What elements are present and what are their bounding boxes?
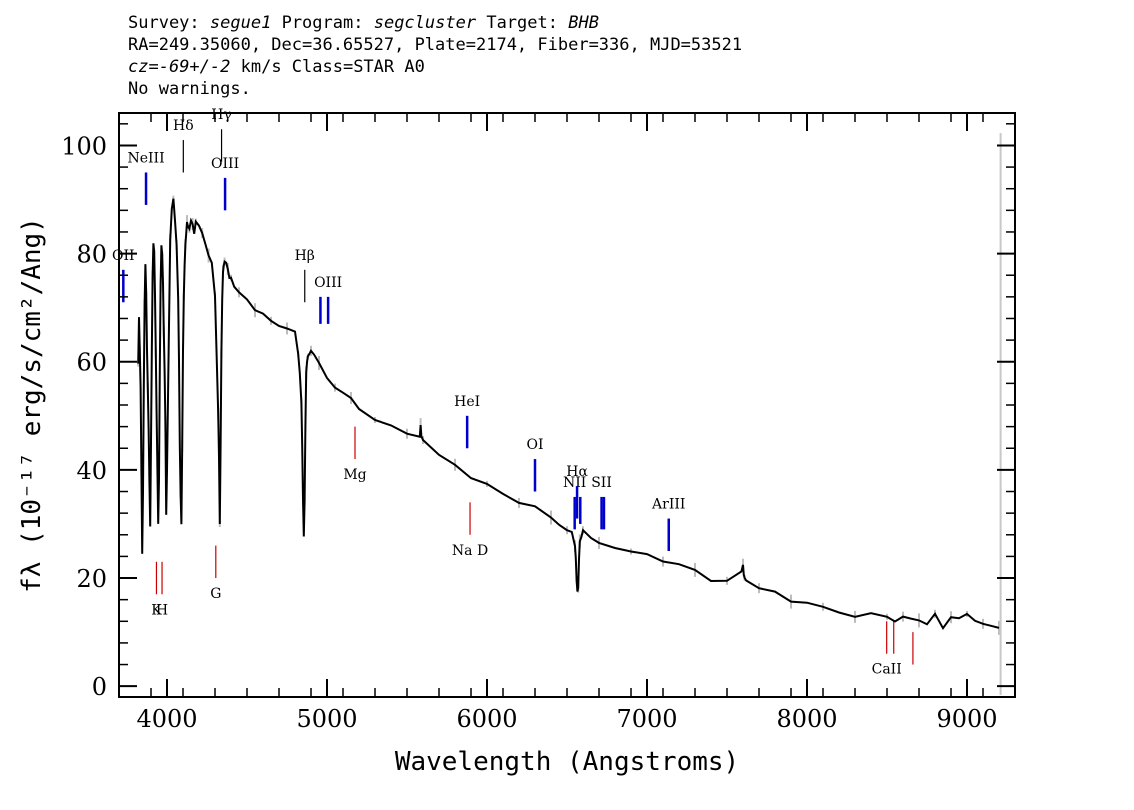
line-label-h-: Hδ <box>173 118 194 134</box>
target-value: BHB <box>568 13 599 33</box>
survey-label: Survey: <box>128 13 200 33</box>
line-label-h-: Hγ <box>211 107 232 123</box>
line-label-h: H <box>156 602 168 618</box>
spectrum-header: Survey: segue1 Program: segcluster Targe… <box>128 12 1028 100</box>
x-axis-label: Wavelength (Angstroms) <box>395 747 739 777</box>
x-tick-label: 8000 <box>776 705 837 733</box>
y-tick-label: 0 <box>92 673 107 701</box>
x-tick-label: 5000 <box>296 705 357 733</box>
survey-value: segue1 <box>209 13 272 33</box>
line-label-oi: OI <box>526 437 543 453</box>
target-label: Target: <box>486 13 558 33</box>
y-axis-label: fλ (10⁻¹⁷ erg/s/cm²/Ang) <box>17 217 47 593</box>
y-tick-label: 100 <box>61 132 107 160</box>
x-tick-label: 4000 <box>136 705 197 733</box>
line-label-hei: HeI <box>454 394 480 410</box>
line-label-k: K <box>151 602 162 618</box>
line-label-oiii: OIII <box>211 156 239 172</box>
program-value: segcluster <box>373 13 477 33</box>
program-label: Program: <box>281 13 364 33</box>
cz-value: -69+/-2 <box>158 57 231 77</box>
x-tick-label: 9000 <box>936 705 997 733</box>
x-tick-label: 7000 <box>616 705 677 733</box>
line-label-neiii: NeIII <box>127 150 164 166</box>
header-line-redshift: cz=-69+/-2 km/s Class=STAR A0 <box>128 56 1028 78</box>
line-label-na-d: Na D <box>452 543 488 559</box>
y-tick-label: 60 <box>76 349 107 377</box>
line-label-oiii: OIII <box>314 275 342 291</box>
noise-band <box>137 195 1000 635</box>
x-tick-label: 6000 <box>456 705 517 733</box>
line-label-g: G <box>210 586 221 602</box>
line-label-h-: Hβ <box>295 248 315 264</box>
y-tick-label: 80 <box>76 241 107 269</box>
y-tick-label: 40 <box>76 457 107 485</box>
axis-ticks: 4000 5000 6000 7000 8000 9000 0 20 40 60 80 100 <box>61 113 1016 733</box>
line-label-caii: CaII <box>872 662 902 678</box>
cz-prefix: cz= <box>128 57 159 77</box>
plot-frame <box>118 112 1016 698</box>
y-tick-label: 20 <box>76 565 107 593</box>
line-label-nii: NII <box>563 475 586 491</box>
header-line-coords: RA=249.35060, Dec=36.65527, Plate=2174, … <box>128 35 743 55</box>
line-label-ariii: ArIII <box>651 497 685 513</box>
header-line-survey: Survey: segue1 Program: segcluster Targe… <box>128 12 1028 34</box>
line-label-h-: Hα <box>566 464 588 480</box>
flux-series-line <box>137 198 1000 631</box>
line-label-sii: SII <box>591 475 612 491</box>
line-label-oii: OII <box>112 248 135 264</box>
cz-rest: km/s Class=STAR A0 <box>230 57 425 77</box>
header-line-warnings: No warnings. <box>128 79 251 99</box>
line-label-mg: Mg <box>343 467 366 483</box>
